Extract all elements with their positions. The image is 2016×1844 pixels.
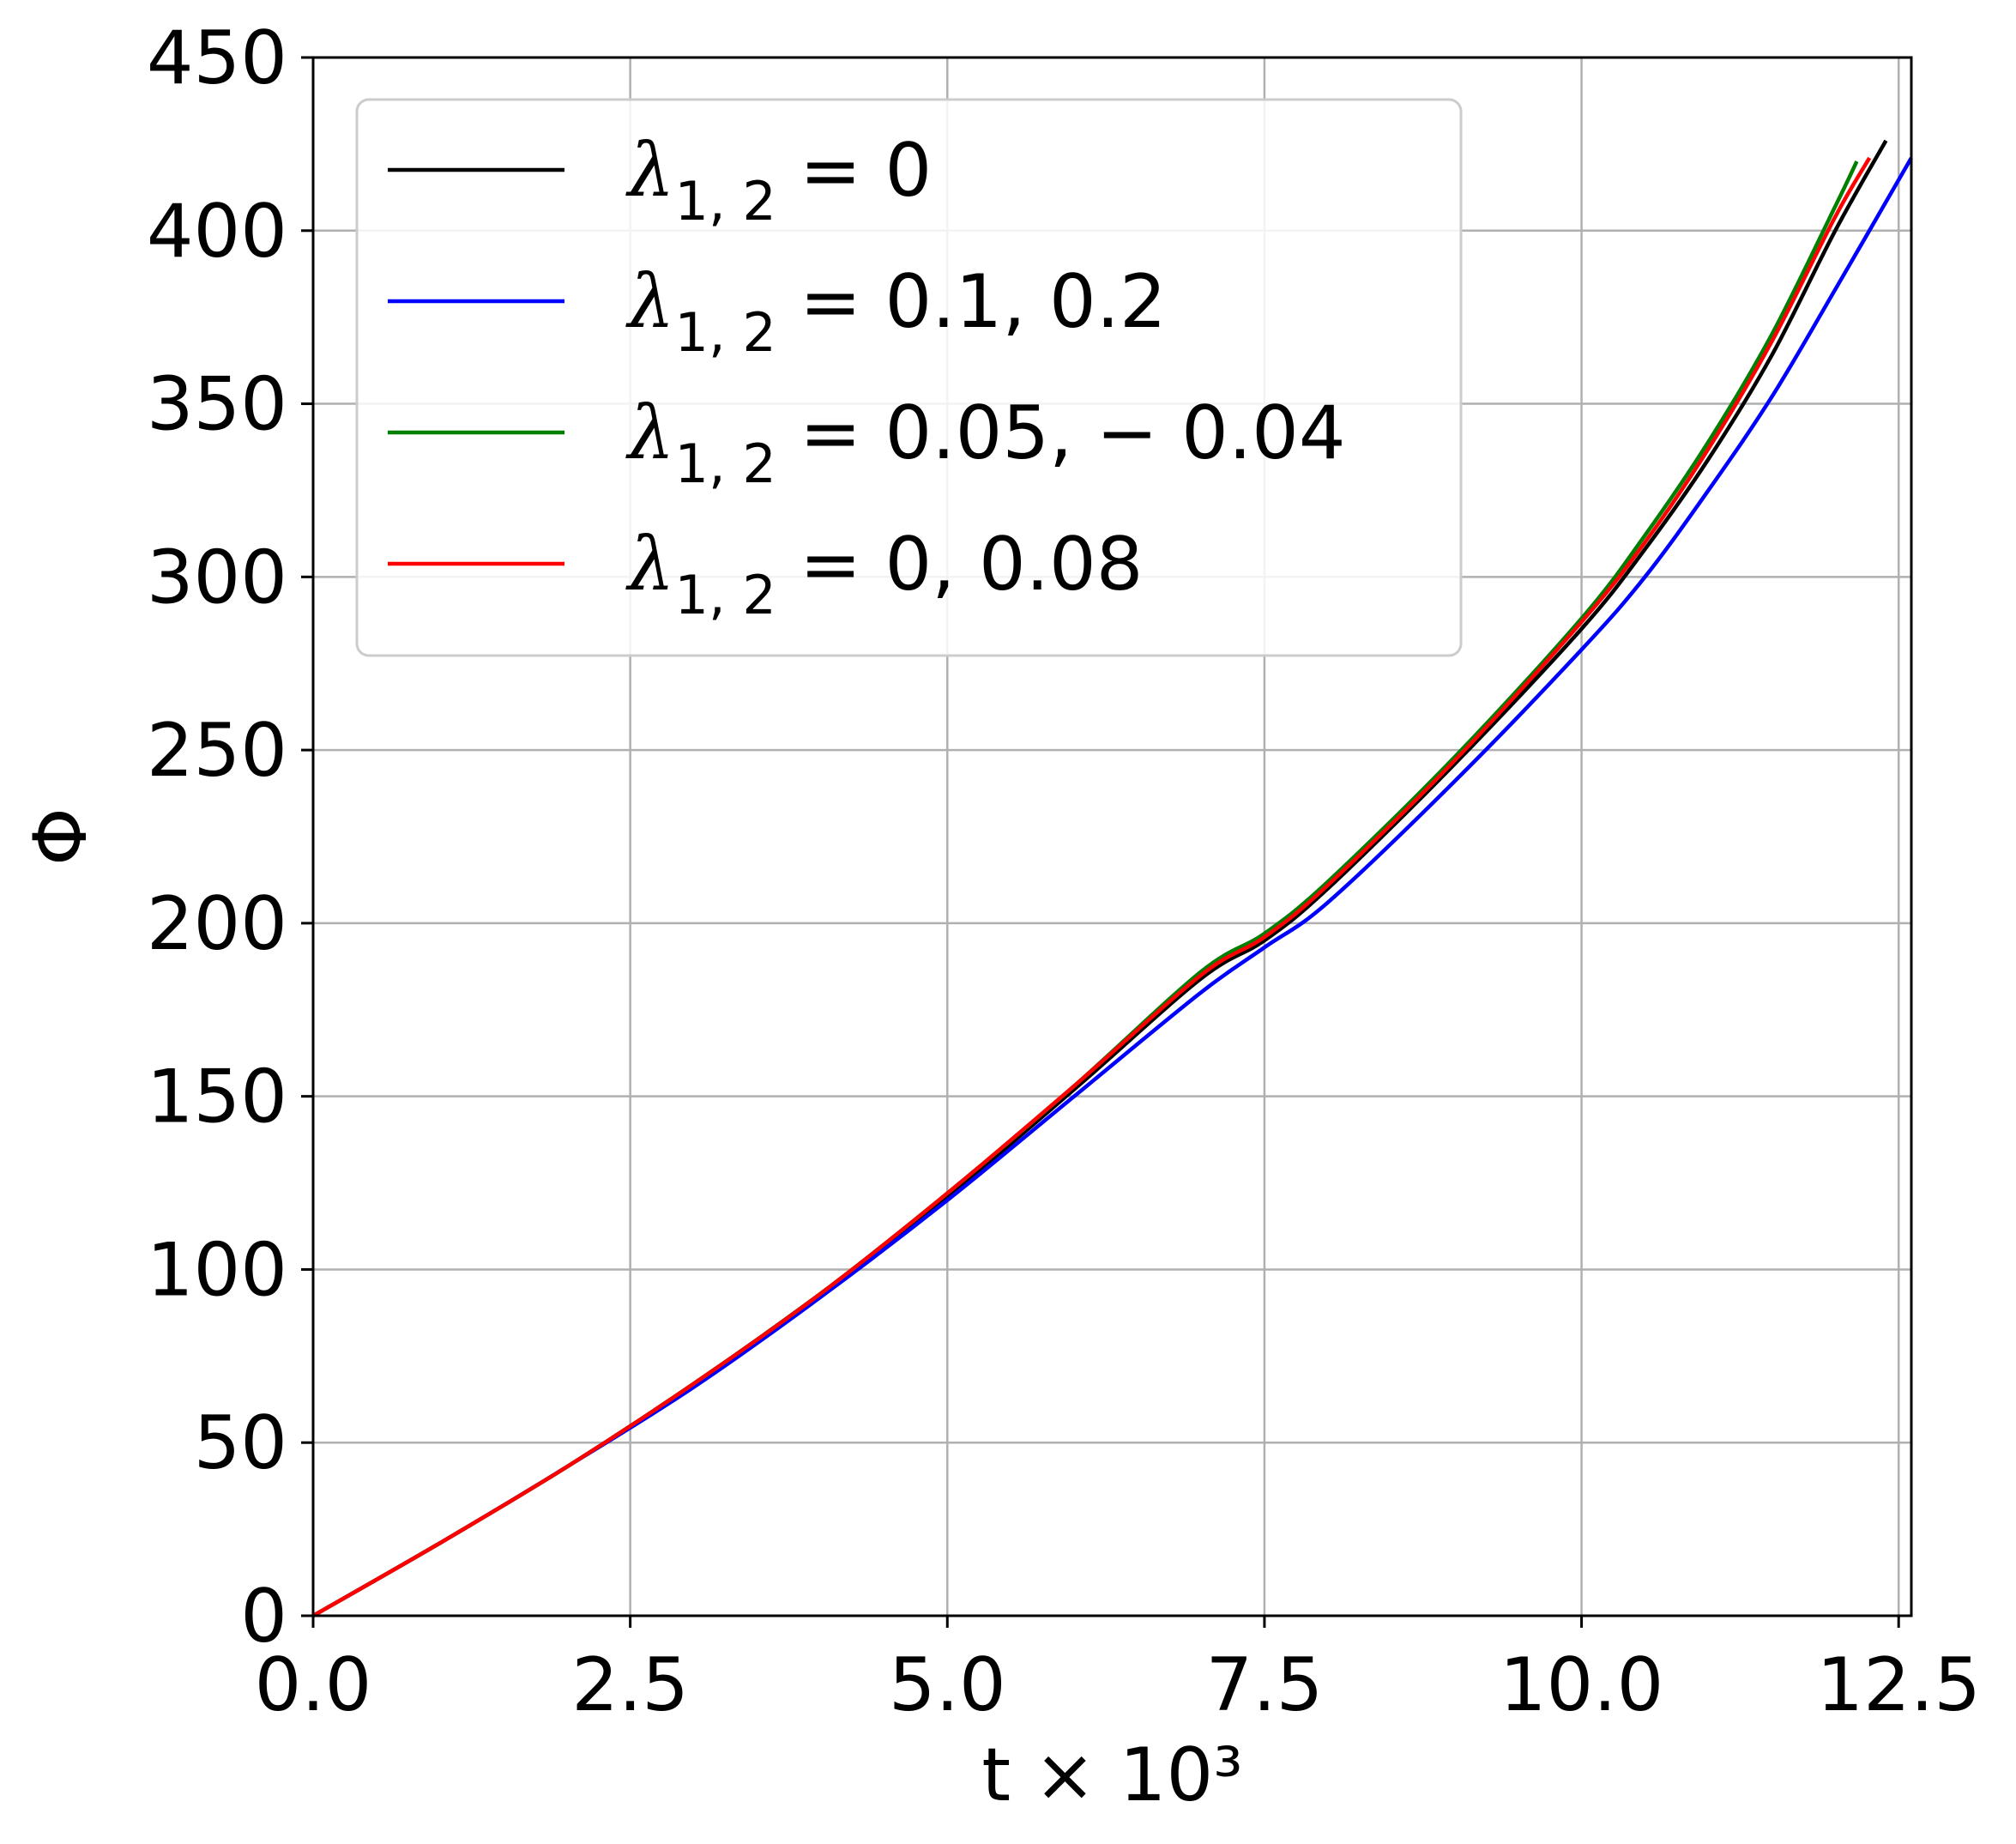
legend-lambda: λ xyxy=(625,259,675,345)
x-tick-label: 7.5 xyxy=(1206,1642,1324,1728)
y-tick-labels: 0 50 100 150 200 250 300 350 400 450 xyxy=(147,15,287,1660)
y-tick-label: 50 xyxy=(194,1400,287,1486)
legend: λ1, 2 = 0λ1, 2 = 0.1, 0.2λ1, 2 = 0.05, −… xyxy=(355,98,1463,657)
legend-subscript: 1, 2 xyxy=(675,301,776,364)
legend-item: λ1, 2 = 0 xyxy=(388,128,932,233)
legend-box xyxy=(355,98,1463,657)
legend-value: = 0 xyxy=(776,128,932,214)
series-lines xyxy=(311,139,1913,1617)
y-tick-label: 450 xyxy=(147,15,287,101)
x-tick-label: 2.5 xyxy=(571,1642,689,1728)
legend-lambda: λ xyxy=(625,522,675,608)
x-tick-label: 10.0 xyxy=(1500,1642,1663,1728)
y-tick-label: 400 xyxy=(147,189,287,275)
legend-label: λ1, 2 = 0, 0.08 xyxy=(625,522,1143,626)
series-line-3 xyxy=(311,156,1872,1617)
y-tick-label: 250 xyxy=(147,708,287,794)
x-tick-label: 12.5 xyxy=(1816,1642,1980,1728)
y-tick-label: 350 xyxy=(147,362,287,448)
y-tick-label: 200 xyxy=(147,881,287,967)
x-tick-labels: 0.0 2.5 5.0 7.5 10.0 12.5 xyxy=(255,1642,1981,1728)
legend-label: λ1, 2 = 0.1, 0.2 xyxy=(625,259,1167,364)
legend-subscript: 1, 2 xyxy=(675,432,776,495)
y-tick-label: 0 xyxy=(240,1574,287,1660)
legend-item: λ1, 2 = 0, 0.08 xyxy=(388,522,1143,626)
legend-item: λ1, 2 = 0.05, − 0.04 xyxy=(388,390,1346,495)
y-tick-label: 300 xyxy=(147,535,287,620)
axis-ticks xyxy=(301,56,1900,1628)
legend-item: λ1, 2 = 0.1, 0.2 xyxy=(388,259,1167,364)
legend-label: λ1, 2 = 0.05, − 0.04 xyxy=(625,390,1346,495)
legend-value: = 0.1, 0.2 xyxy=(776,259,1167,345)
legend-subscript: 1, 2 xyxy=(675,170,776,233)
plot-frame xyxy=(311,56,1913,1617)
legend-lambda: λ xyxy=(625,128,675,214)
x-axis-label: t × 10³ xyxy=(981,1732,1242,1818)
x-tick-label: 0.0 xyxy=(255,1642,372,1728)
x-tick-label: 5.0 xyxy=(889,1642,1006,1728)
y-tick-label: 150 xyxy=(147,1055,287,1140)
y-tick-label: 100 xyxy=(147,1227,287,1313)
legend-value: = 0.05, − 0.04 xyxy=(776,390,1346,476)
legend-value: = 0, 0.08 xyxy=(776,522,1144,608)
y-axis-label: Φ xyxy=(18,807,104,866)
legend-subscript: 1, 2 xyxy=(675,564,776,626)
legend-label: λ1, 2 = 0 xyxy=(625,128,932,233)
legend-lambda: λ xyxy=(625,390,675,476)
